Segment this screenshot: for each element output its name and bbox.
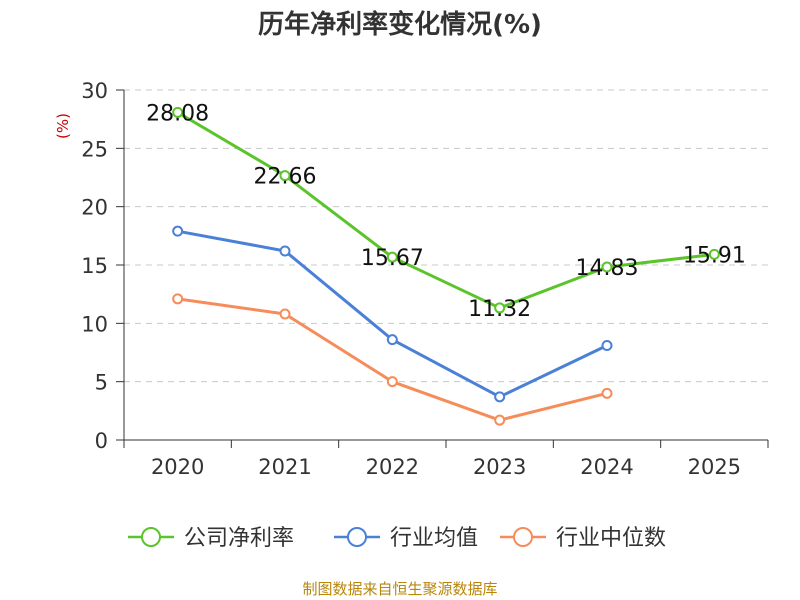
legend-label: 行业中位数: [556, 526, 666, 551]
data-label: 15.67: [361, 246, 424, 271]
y-axis-label: (%): [54, 113, 72, 139]
legend-label: 行业均值: [390, 526, 478, 551]
y-tick-label: 20: [81, 196, 108, 220]
chart-title: 历年净利率变化情况(%): [258, 10, 542, 40]
data-point: [494, 414, 506, 426]
data-point: [172, 293, 184, 305]
legend: 公司净利率 行业均值 行业中位数: [128, 526, 666, 551]
legend-item: 行业中位数: [500, 526, 666, 551]
y-tick-label: 25: [81, 137, 108, 161]
data-point: [601, 261, 613, 273]
data-point: [172, 225, 184, 237]
data-point: [601, 387, 613, 399]
data-label: 14.83: [576, 256, 639, 281]
legend-item: 公司净利率: [128, 526, 294, 551]
data-label: 28.08: [146, 101, 209, 126]
data-point: [279, 170, 291, 182]
y-tick-label: 5: [95, 371, 108, 395]
data-point: [601, 340, 613, 351]
series-line-2: [177, 297, 608, 422]
data-point: [386, 251, 398, 263]
y-tick-label: 10: [81, 312, 108, 336]
data-point: [386, 376, 398, 388]
data-point: [172, 106, 184, 118]
x-tick-label: 2025: [688, 455, 741, 479]
data-point: [386, 334, 398, 346]
data-labels: 28.08 22.66 15.67 11.32 14.83 15.91: [146, 101, 746, 322]
legend-marker: [513, 527, 533, 547]
series-lines: [172, 106, 720, 426]
source-note: 制图数据来自恒生聚源数据库: [302, 580, 498, 598]
data-label: 11.32: [468, 297, 531, 322]
x-tick-label: 2021: [258, 455, 311, 479]
grid-lines: [124, 89, 768, 383]
x-tick-label: 2020: [151, 455, 204, 479]
legend-marker: [141, 527, 161, 547]
x-tick-label: 2023: [473, 455, 526, 479]
y-tick-label: 15: [81, 254, 108, 278]
y-tick-label: 30: [81, 79, 108, 103]
x-tick-label: 2024: [580, 455, 633, 479]
data-point: [279, 308, 291, 320]
legend-label: 公司净利率: [184, 526, 294, 551]
data-label: 22.66: [254, 165, 317, 190]
series-line-0: [176, 111, 715, 310]
legend-item: 行业均值: [334, 526, 478, 551]
data-label: 15.91: [683, 243, 746, 268]
data-point: [494, 302, 506, 314]
x-tick-label: 2022: [366, 455, 419, 479]
data-point: [708, 248, 720, 260]
data-point: [279, 245, 291, 257]
y-tick-label: 0: [95, 429, 108, 453]
legend-marker: [347, 527, 367, 547]
data-point: [494, 391, 506, 403]
